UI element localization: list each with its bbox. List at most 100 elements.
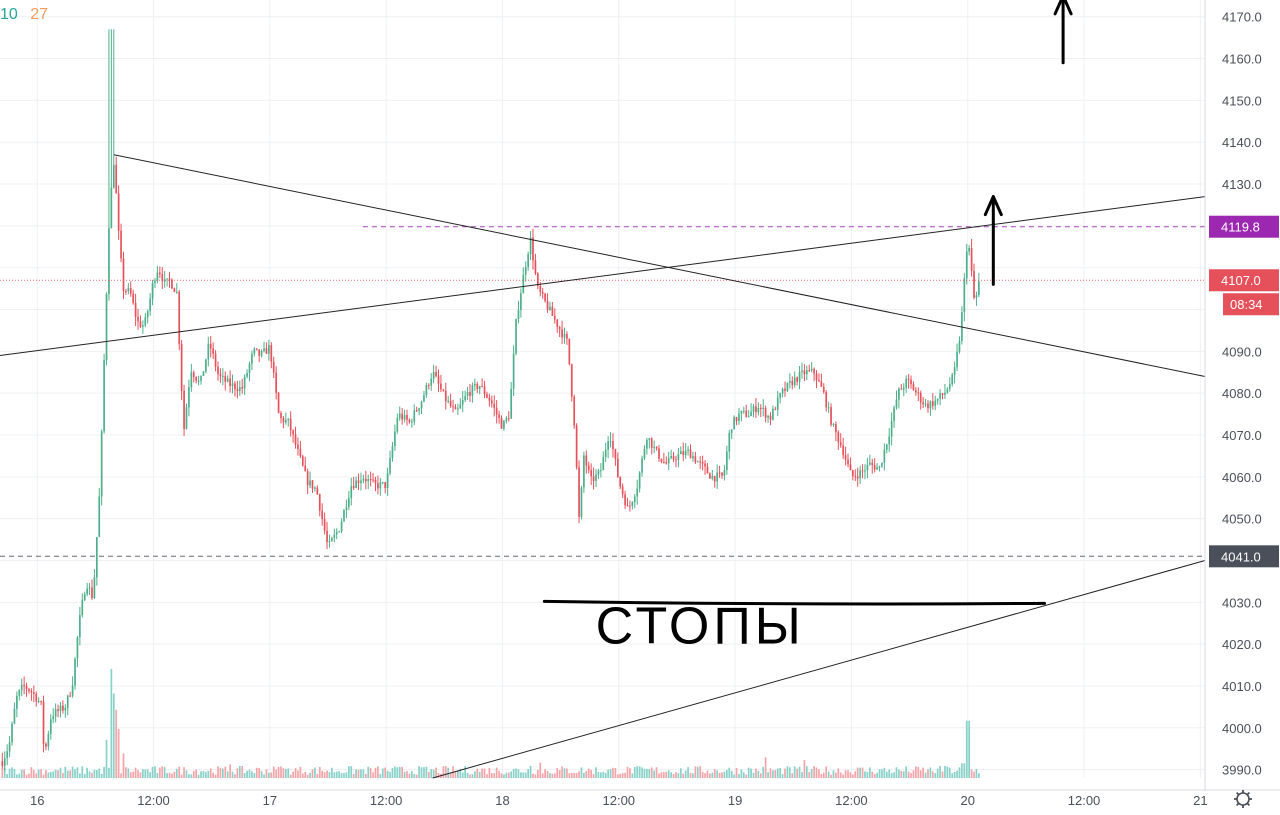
volume-bar <box>953 771 956 778</box>
candle-body <box>747 416 750 418</box>
volume-bar <box>389 771 391 778</box>
candle-body <box>483 386 486 395</box>
candle-body <box>236 389 239 392</box>
volume-bar <box>706 770 709 778</box>
volume-bar <box>156 772 159 778</box>
volume-bar <box>927 769 929 778</box>
candle-body <box>197 380 200 382</box>
volume-bar <box>917 766 920 778</box>
candle-body <box>861 470 864 472</box>
candle-body <box>406 414 408 420</box>
candle-body <box>515 319 517 354</box>
time-tick-label: 16 <box>30 793 44 808</box>
candle-body <box>389 458 391 474</box>
candle-body <box>643 448 646 459</box>
candle-body <box>66 695 69 708</box>
candle-body <box>471 385 474 396</box>
volume-bar <box>406 771 408 778</box>
candle-body <box>587 465 590 471</box>
volume-bar <box>420 767 423 778</box>
price-tick-label: 4060.0 <box>1222 470 1262 485</box>
volume-bar <box>197 774 200 778</box>
volume-bar <box>476 768 479 778</box>
time-tick-label: 20 <box>960 793 974 808</box>
candle-body <box>522 274 525 294</box>
volume-bar <box>900 770 903 778</box>
candle-body <box>413 410 416 422</box>
volume-bar <box>345 772 348 778</box>
volume-bar <box>30 767 33 778</box>
breakout-arrow <box>983 195 1003 286</box>
candle-body <box>495 407 498 415</box>
volume-bar <box>878 769 881 778</box>
candle-body <box>209 343 212 349</box>
gear-tooth <box>1235 802 1240 807</box>
volume-bar <box>852 774 854 778</box>
candle-body <box>345 507 348 511</box>
candle-body <box>965 251 968 279</box>
volume-bar <box>134 767 137 778</box>
candle-body <box>175 291 178 293</box>
candle-body <box>231 383 234 387</box>
candle-body <box>735 417 738 422</box>
candle-body <box>718 472 721 474</box>
volume-bar <box>941 771 944 778</box>
volume-bar <box>454 770 457 778</box>
price-lines <box>0 226 1205 557</box>
candle-body <box>466 391 469 396</box>
candle-body <box>105 294 108 361</box>
candle-body <box>154 280 156 284</box>
candle-body <box>248 363 251 373</box>
gear-icon[interactable] <box>1234 790 1252 808</box>
candle-body <box>42 701 45 744</box>
candle-body <box>825 392 828 408</box>
volume-bar <box>604 772 607 778</box>
candle-body <box>796 377 798 382</box>
candle-body <box>663 461 665 463</box>
candle-body <box>679 451 682 455</box>
candle-body <box>32 692 35 694</box>
candle-body <box>692 456 694 459</box>
candle-body <box>832 423 835 425</box>
candle-body <box>774 408 777 410</box>
volume-bar <box>619 773 622 778</box>
countdown-label: 08:34 <box>1230 297 1263 312</box>
candle-body <box>469 391 471 396</box>
candle-body <box>81 600 84 616</box>
volume-bar <box>355 769 357 778</box>
candle-body <box>597 470 600 475</box>
candle-body <box>505 418 508 421</box>
volume-bar <box>643 768 646 778</box>
volume-bar <box>733 774 735 778</box>
candle-body <box>539 285 542 293</box>
candle-body <box>742 410 745 412</box>
candle-body <box>108 228 110 295</box>
candle-body <box>372 479 374 481</box>
candle-body <box>134 302 137 317</box>
candle-body <box>195 376 198 381</box>
volume-bar <box>968 720 971 778</box>
candle-body <box>452 406 454 408</box>
volume-bar <box>871 771 874 778</box>
candle-body <box>762 408 765 410</box>
volume-bar <box>973 771 975 778</box>
volume-bar <box>578 771 580 778</box>
volume-bar <box>885 771 888 778</box>
candle-body <box>619 477 622 487</box>
candle-body <box>837 432 840 443</box>
candle-body <box>767 415 769 418</box>
price-tick-label: 4170.0 <box>1222 10 1262 25</box>
volume-bar <box>91 772 93 778</box>
volume-bar <box>844 770 847 778</box>
volume-bar <box>638 766 641 778</box>
volume-bar <box>936 768 939 778</box>
volume-bar <box>704 773 706 778</box>
time-axis: 16 12:00 17 12:00 18 12:00 19 12:00 20 12:00 21 <box>0 789 1280 810</box>
candle-body <box>534 260 537 274</box>
volume-bar <box>602 771 605 778</box>
volume-bar <box>655 767 658 778</box>
candle-body <box>59 705 62 711</box>
candle-body <box>873 464 876 470</box>
